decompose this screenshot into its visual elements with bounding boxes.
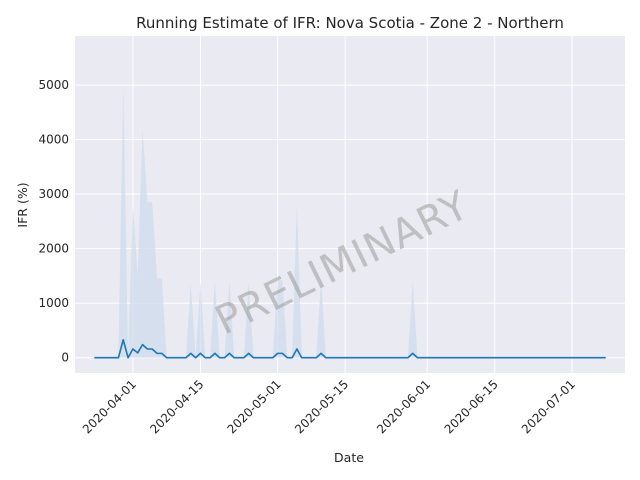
x-tick-label: 2020-06-01 [374, 377, 433, 436]
grid-lines [75, 36, 625, 373]
plot-background [75, 36, 625, 373]
x-tick-label: 2020-07-01 [519, 377, 578, 436]
confidence-band [94, 85, 606, 358]
y-tick-label: 3000 [38, 187, 69, 201]
x-tick-label: 2020-05-01 [225, 377, 284, 436]
x-tick-label: 2020-04-15 [147, 377, 206, 436]
band-area [94, 85, 606, 358]
y-tick-label: 5000 [38, 78, 69, 92]
y-tick-label: 2000 [38, 242, 69, 256]
ifr-series [94, 338, 606, 359]
x-tick-label: 2020-04-01 [80, 377, 139, 436]
x-axis-ticks: 2020-04-01 2020-04-15 2020-05-01 2020-05-15… [80, 377, 578, 436]
x-axis-label: Date [334, 450, 364, 465]
x-tick-label: 2020-06-15 [442, 377, 501, 436]
y-tick-label: 0 [61, 351, 69, 365]
y-tick-label: 4000 [38, 133, 69, 147]
chart-title: Running Estimate of IFR: Nova Scotia - Z… [136, 14, 564, 32]
x-tick-label: 2020-05-15 [292, 377, 351, 436]
y-axis-ticks: 0 1000 2000 3000 4000 5000 [38, 78, 69, 365]
y-axis-label: IFR (%) [15, 182, 30, 227]
y-tick-label: 1000 [38, 296, 69, 310]
ifr-line [94, 338, 606, 359]
